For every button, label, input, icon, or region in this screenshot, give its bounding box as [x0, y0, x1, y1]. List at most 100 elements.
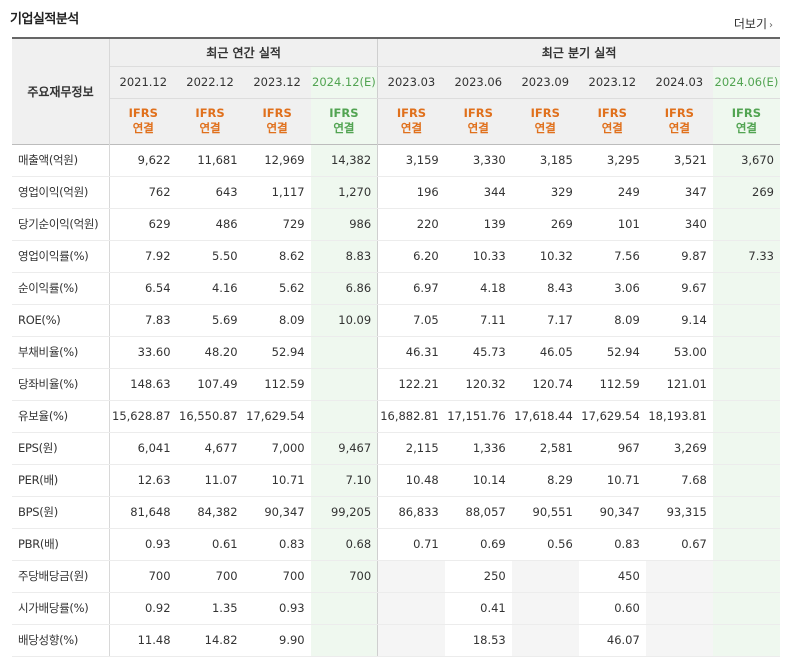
table-cell: 0.93: [109, 528, 177, 561]
ifrs-bottom: 연결: [199, 121, 221, 135]
period-header: 2023.09: [511, 66, 579, 99]
table-cell: 8.83: [310, 239, 379, 273]
financial-table: 주요재무정보 최근 연간 실적 최근 분기 실적 2021.12 2022.12 2…: [12, 37, 780, 657]
table-cell: 9,467: [310, 431, 379, 465]
table-cell: [310, 368, 379, 401]
table-cell: 8.29: [511, 464, 579, 497]
ifrs-bottom: 연결: [467, 121, 489, 135]
table-cell: 12,969: [243, 143, 311, 177]
row-label: 유보율(%): [12, 400, 111, 433]
table-cell: 17,629.54: [243, 400, 311, 433]
row-label: 당좌비율(%): [12, 368, 111, 401]
table-cell: 101: [578, 208, 646, 241]
table-cell: 17,151.76: [444, 400, 512, 433]
table-cell: 7.17: [511, 304, 579, 337]
table-cell: 7.56: [578, 239, 646, 273]
table-cell: 6.97: [377, 272, 445, 305]
table-cell: 7.10: [310, 464, 379, 497]
table-cell: 120.74: [511, 368, 579, 401]
table-cell: 1,336: [444, 431, 512, 465]
table-cell: 1.35: [176, 592, 244, 625]
table-cell: 967: [578, 431, 646, 465]
table-cell: 0.92: [109, 592, 177, 625]
ifrs-label: IFRS 연결: [511, 98, 579, 144]
chevron-right-icon: ›: [769, 20, 773, 31]
table-cell: 7.05: [377, 304, 445, 337]
table-cell: [712, 335, 780, 369]
row-label: 영업이익(억원): [12, 176, 111, 209]
table-cell: 6,041: [109, 431, 177, 465]
table-cell: 700: [109, 559, 177, 593]
table-cell: 0.71: [377, 528, 445, 561]
ifrs-label: IFRS 연결: [243, 98, 311, 144]
period-header: 2024.03: [645, 66, 713, 99]
table-cell: 120.32: [444, 368, 512, 401]
table-cell: 6.54: [109, 272, 177, 305]
ifrs-top: IFRS: [195, 106, 225, 120]
ifrs-label: IFRS 연결: [645, 98, 713, 144]
table-row: PBR(배) 0.93 0.61 0.83 0.68 0.71 0.69 0.56 0.83 0.…: [12, 528, 780, 561]
ifrs-top: IFRS: [463, 106, 493, 120]
ifrs-label: IFRS 연결: [578, 98, 646, 144]
table-cell: 4.16: [176, 272, 244, 305]
table-cell: 7,000: [243, 431, 311, 465]
table-cell: 11.48: [109, 624, 177, 657]
table-cell: [712, 304, 780, 337]
more-link[interactable]: 더보기 ›: [734, 15, 773, 32]
table-cell: 8.09: [578, 304, 646, 337]
table-row: ROE(%) 7.83 5.69 8.09 10.09 7.05 7.11 7.17 8.09 9…: [12, 304, 780, 337]
table-cell: 4.18: [444, 272, 512, 305]
table-cell: [712, 624, 780, 657]
ifrs-top: IFRS: [329, 106, 359, 120]
table-cell: 3,330: [444, 143, 512, 177]
table-cell: 17,618.44: [511, 400, 579, 433]
table-row: 시가배당률(%) 0.92 1.35 0.93 0.41 0.60: [12, 592, 780, 625]
table-cell: 10.14: [444, 464, 512, 497]
table-cell: 269: [712, 176, 780, 209]
ifrs-label: IFRS 연결: [176, 98, 244, 144]
table-cell: 14,382: [310, 143, 379, 177]
row-label: 순이익률(%): [12, 272, 111, 305]
table-row: 영업이익률(%) 7.92 5.50 8.62 8.83 6.20 10.33 10.32 7.…: [12, 239, 780, 273]
ifrs-top: IFRS: [731, 106, 762, 120]
table-cell: 90,347: [578, 496, 646, 529]
ifrs-top: IFRS: [128, 106, 158, 120]
table-cell: 107.49: [176, 368, 244, 401]
table-cell: 0.68: [310, 528, 379, 561]
table-cell: 1,270: [310, 176, 379, 209]
table-cell: 0.61: [176, 528, 244, 561]
table-cell: [511, 559, 579, 593]
row-label: 영업이익률(%): [12, 239, 111, 273]
table-cell: [712, 528, 780, 561]
table-cell: 139: [444, 208, 512, 241]
table-cell: 2,581: [511, 431, 579, 465]
table-cell: 0.93: [243, 592, 311, 625]
period-header: 2023.03: [377, 66, 445, 99]
table-cell: 8.62: [243, 239, 311, 273]
row-label: 시가배당률(%): [12, 592, 111, 625]
row-label: BPS(원): [12, 496, 111, 529]
table-cell: 3,269: [645, 431, 713, 465]
table-cell: 486: [176, 208, 244, 241]
period-header: 2021.12: [109, 66, 177, 99]
table-cell: 629: [109, 208, 177, 241]
table-cell: 99,205: [310, 496, 379, 529]
row-label: 부채비율(%): [12, 335, 111, 369]
table-cell: 48.20: [176, 335, 244, 369]
table-cell: 700: [310, 559, 379, 593]
table-cell: [645, 592, 713, 625]
table-row: BPS(원) 81,648 84,382 90,347 99,205 86,833 88,0…: [12, 496, 780, 529]
table-cell: [310, 592, 379, 625]
table-cell: [712, 208, 780, 241]
table-cell: 0.60: [578, 592, 646, 625]
table-cell: 0.56: [511, 528, 579, 561]
table-cell: 3,185: [511, 143, 579, 177]
table-cell: 52.94: [578, 335, 646, 369]
table-cell: 81,648: [109, 496, 177, 529]
table-row: 배당성향(%) 11.48 14.82 9.90 18.53 46.07: [12, 624, 780, 657]
table-row: PER(배) 12.63 11.07 10.71 7.10 10.48 10.14 8.29 1…: [12, 464, 780, 497]
table-cell: 269: [511, 208, 579, 241]
table-cell: 7.92: [109, 239, 177, 273]
table-cell: 4,677: [176, 431, 244, 465]
table-cell: 52.94: [243, 335, 311, 369]
